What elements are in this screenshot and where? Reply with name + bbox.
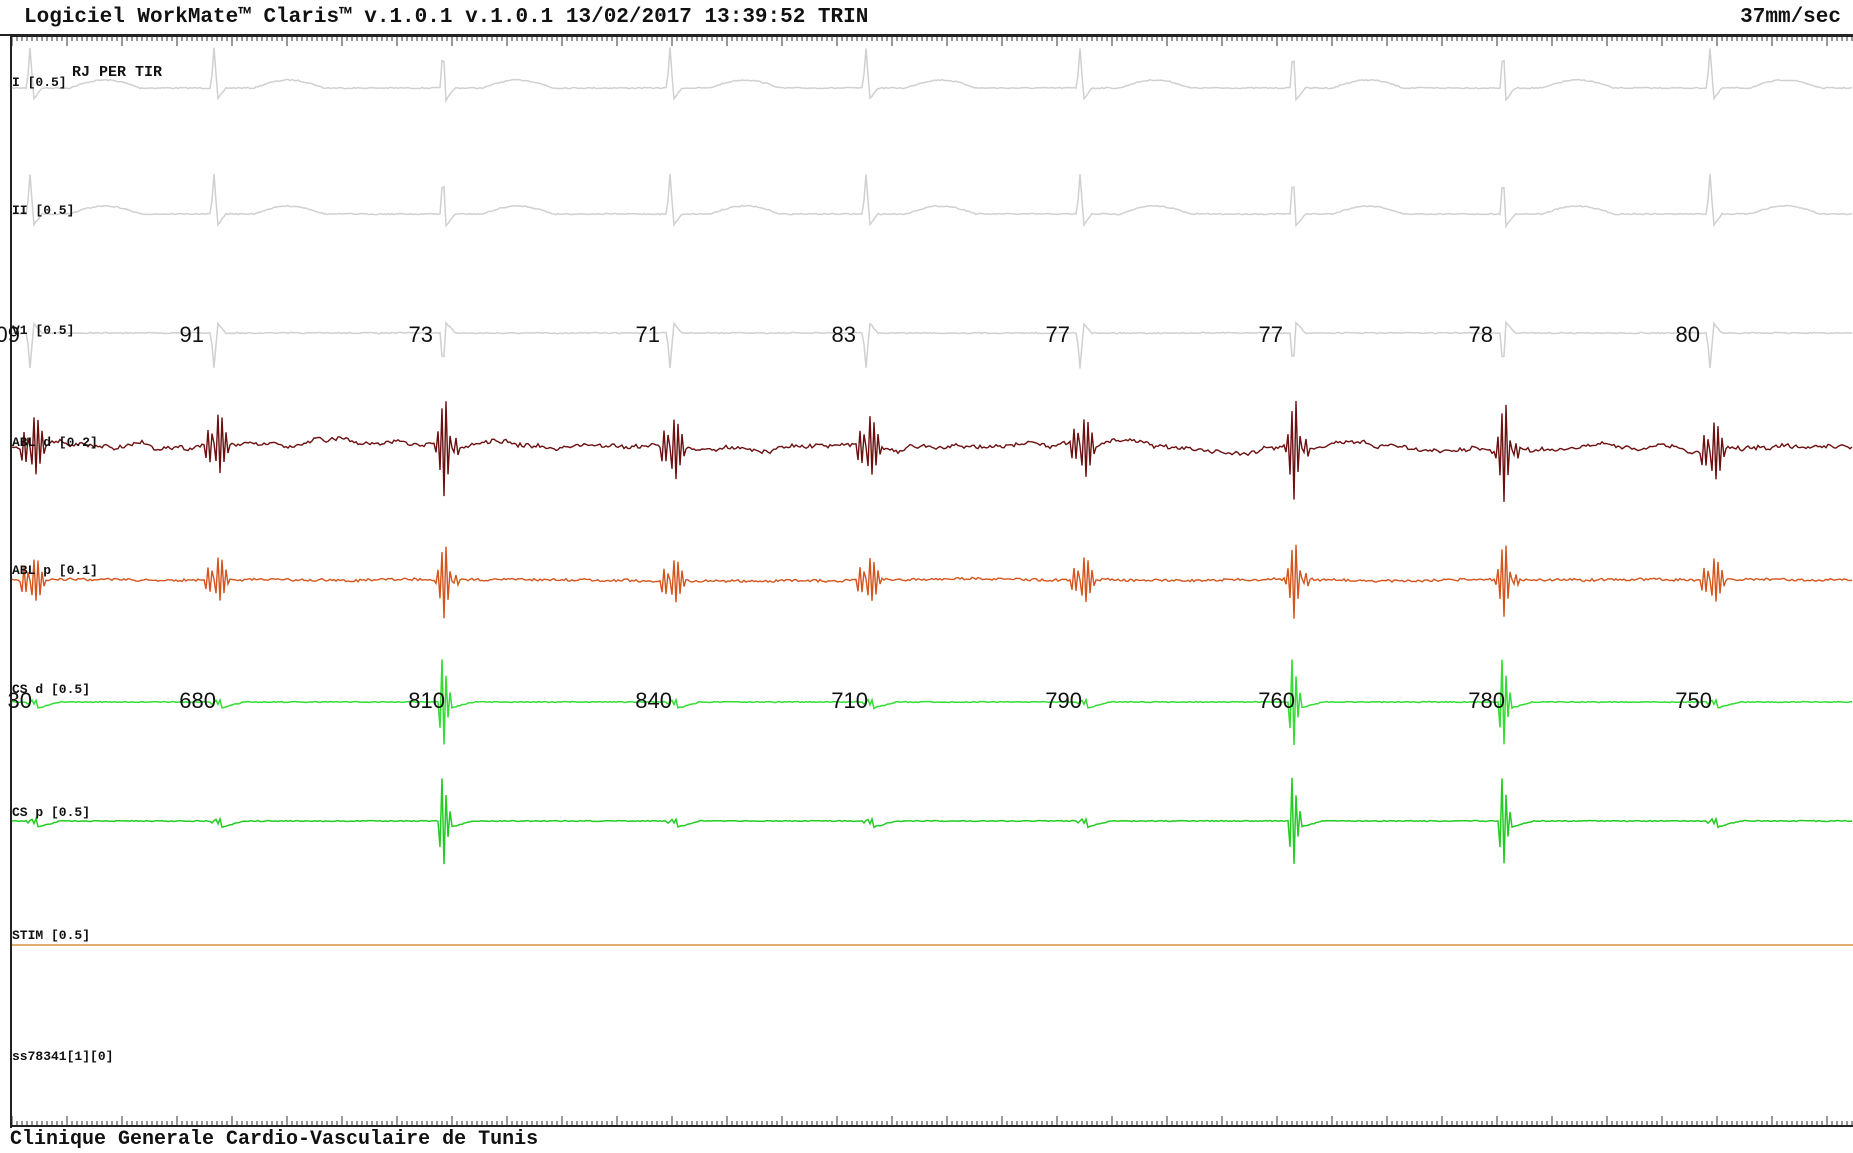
channel-traces — [11, 47, 1853, 946]
interval-labels: 30 680 810 840 710 790 760 780 750 — [8, 688, 1712, 713]
recording-annotation: RJ PER TIR — [72, 64, 162, 81]
channel-label-stim: STIM [0.5] — [12, 928, 90, 943]
interval-label: 780 — [1468, 688, 1505, 713]
channel-label-ii: II [0.5] — [12, 203, 74, 218]
interval-label: 680 — [179, 688, 216, 713]
heart-rate-label: 73 — [409, 322, 433, 347]
interval-label: 760 — [1258, 688, 1295, 713]
time-ruler-bottom — [11, 1116, 1853, 1127]
interval-label: 750 — [1675, 688, 1712, 713]
time-ruler-top — [11, 36, 1853, 46]
channel-label-abld: ABL d [0.2] — [12, 435, 98, 450]
egm-trace-area: I [0.5] II [0.5] V1 [0.5] ABL d [0.2] ABL p … — [0, 36, 1853, 1128]
heart-rate-label: 09 — [0, 322, 20, 347]
interval-label: 710 — [831, 688, 868, 713]
heart-rate-labels: 09 91 73 71 83 77 77 78 80 — [0, 322, 1700, 347]
interval-label: 30 — [8, 688, 32, 713]
trace-lead-v1 — [11, 320, 1852, 369]
trace-abl-proximal — [11, 544, 1852, 619]
trace-lead-i — [11, 47, 1853, 104]
interval-label: 810 — [408, 688, 445, 713]
recording-header: Logiciel WorkMate™ Claris™ v.1.0.1 v.1.0… — [0, 0, 1853, 36]
recording-title: Logiciel WorkMate™ Claris™ v.1.0.1 v.1.0… — [24, 6, 869, 29]
channel-labels: I [0.5] II [0.5] V1 [0.5] ABL d [0.2] ABL p … — [12, 75, 113, 1064]
heart-rate-label: 91 — [180, 322, 204, 347]
trace-cs-proximal — [11, 777, 1853, 865]
heart-rate-label: 83 — [832, 322, 856, 347]
trace-cs-distal — [12, 659, 1853, 746]
heart-rate-label: 78 — [1469, 322, 1493, 347]
channel-label-v1: V1 [0.5] — [12, 323, 74, 338]
clinic-name: Clinique Generale Cardio-Vasculaire de T… — [10, 1128, 539, 1151]
trace-abl-distal — [11, 400, 1853, 502]
heart-rate-label: 71 — [636, 322, 660, 347]
channel-label-ablp: ABL p [0.1] — [12, 563, 98, 578]
channel-label-i: I [0.5] — [12, 75, 67, 90]
heart-rate-label: 77 — [1046, 322, 1070, 347]
channel-label-csp: CS p [0.5] — [12, 805, 90, 820]
heart-rate-label: 80 — [1676, 322, 1700, 347]
interval-label: 790 — [1045, 688, 1082, 713]
heart-rate-label: 77 — [1259, 322, 1283, 347]
channel-label-ss: ss78341[1][0] — [12, 1049, 113, 1064]
recording-footer: Clinique Generale Cardio-Vasculaire de T… — [0, 1128, 1853, 1153]
sweep-speed: 37mm/sec — [1740, 6, 1841, 29]
trace-lead-ii — [11, 173, 1853, 229]
channel-label-csd: CS d [0.5] — [12, 682, 90, 697]
interval-label: 840 — [635, 688, 672, 713]
